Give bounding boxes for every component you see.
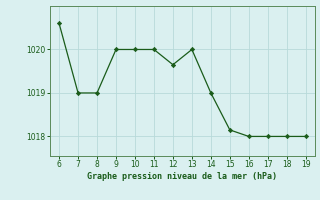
X-axis label: Graphe pression niveau de la mer (hPa): Graphe pression niveau de la mer (hPa) [87,172,277,181]
